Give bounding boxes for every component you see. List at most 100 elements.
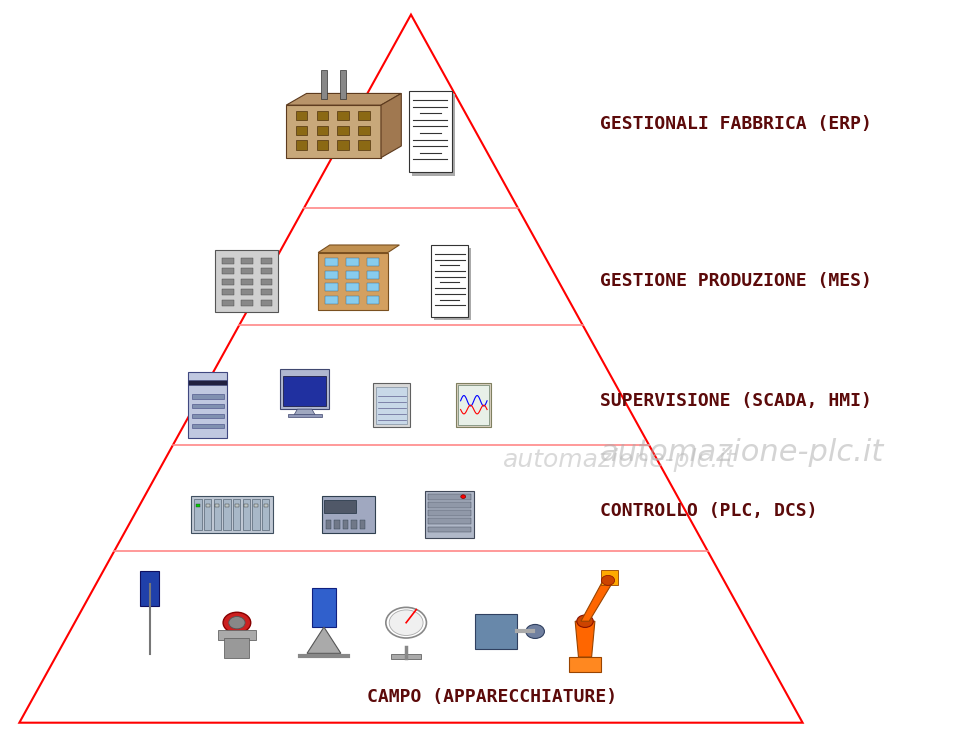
Bar bbox=[222, 289, 234, 295]
Bar bbox=[242, 258, 253, 264]
Bar bbox=[335, 520, 339, 529]
Bar bbox=[373, 383, 410, 427]
Bar bbox=[316, 111, 328, 120]
Bar bbox=[346, 283, 359, 291]
Bar bbox=[427, 518, 472, 524]
Bar bbox=[427, 510, 472, 516]
Text: automazione-plc.it: automazione-plc.it bbox=[600, 438, 884, 467]
Bar bbox=[261, 268, 272, 274]
Bar bbox=[204, 499, 212, 530]
Text: CAMPO (APPARECCHIATURE): CAMPO (APPARECCHIATURE) bbox=[367, 688, 618, 706]
Bar bbox=[222, 299, 234, 306]
Polygon shape bbox=[308, 627, 341, 653]
Bar bbox=[296, 126, 308, 135]
Bar bbox=[358, 126, 369, 135]
Bar bbox=[601, 570, 618, 585]
Bar bbox=[412, 94, 454, 176]
Bar bbox=[366, 283, 379, 291]
Bar bbox=[325, 271, 337, 279]
Bar bbox=[189, 380, 227, 385]
Bar bbox=[316, 140, 328, 150]
Bar bbox=[346, 296, 359, 304]
Bar bbox=[325, 258, 337, 266]
Bar bbox=[366, 271, 379, 279]
Bar bbox=[321, 496, 374, 533]
Bar bbox=[325, 283, 337, 291]
Bar bbox=[192, 423, 223, 429]
Bar bbox=[425, 491, 474, 539]
Bar bbox=[324, 500, 356, 512]
Bar bbox=[261, 289, 272, 295]
Bar bbox=[192, 394, 223, 399]
Bar bbox=[358, 140, 369, 150]
Polygon shape bbox=[381, 93, 401, 158]
Bar bbox=[261, 299, 272, 306]
Bar bbox=[282, 376, 326, 406]
Circle shape bbox=[460, 495, 466, 499]
Bar bbox=[243, 499, 250, 530]
Bar bbox=[189, 372, 227, 438]
Polygon shape bbox=[575, 621, 595, 657]
Bar bbox=[569, 657, 601, 672]
Bar bbox=[280, 369, 329, 409]
Bar bbox=[427, 526, 472, 532]
Bar bbox=[222, 268, 234, 274]
Text: CONTROLLO (PLC, DCS): CONTROLLO (PLC, DCS) bbox=[600, 502, 817, 520]
Polygon shape bbox=[581, 580, 614, 621]
Polygon shape bbox=[318, 245, 399, 253]
Bar bbox=[427, 494, 472, 500]
Bar bbox=[242, 289, 253, 295]
Bar bbox=[261, 279, 272, 285]
Bar bbox=[261, 258, 272, 264]
Bar bbox=[192, 414, 223, 418]
Bar bbox=[316, 126, 328, 135]
Bar bbox=[296, 111, 308, 120]
Circle shape bbox=[389, 610, 424, 635]
Bar bbox=[296, 140, 308, 150]
Bar bbox=[434, 248, 471, 320]
Bar bbox=[233, 499, 241, 530]
Bar bbox=[254, 504, 258, 507]
Bar bbox=[215, 250, 278, 312]
Bar bbox=[456, 383, 491, 427]
Bar bbox=[262, 499, 270, 530]
Bar bbox=[431, 245, 468, 317]
Bar bbox=[216, 504, 220, 507]
Circle shape bbox=[526, 624, 544, 639]
Text: automazione-plc.it: automazione-plc.it bbox=[503, 448, 736, 472]
Bar bbox=[346, 271, 359, 279]
Bar bbox=[351, 520, 357, 529]
Bar bbox=[224, 639, 249, 658]
Bar bbox=[214, 499, 221, 530]
Bar bbox=[140, 571, 160, 606]
Bar bbox=[222, 258, 234, 264]
Bar bbox=[358, 111, 369, 120]
Circle shape bbox=[223, 612, 250, 633]
Bar bbox=[288, 414, 321, 417]
Text: GESTIONE PRODUZIONE (MES): GESTIONE PRODUZIONE (MES) bbox=[600, 272, 871, 290]
Bar bbox=[458, 385, 489, 425]
Bar bbox=[192, 404, 223, 409]
Bar bbox=[321, 70, 327, 99]
Bar bbox=[242, 279, 253, 285]
Bar bbox=[337, 140, 349, 150]
Text: SUPERVISIONE (SCADA, HMI): SUPERVISIONE (SCADA, HMI) bbox=[600, 393, 871, 410]
Bar bbox=[337, 126, 349, 135]
Bar bbox=[311, 588, 337, 627]
Bar bbox=[245, 504, 249, 507]
Bar bbox=[191, 496, 273, 533]
Bar bbox=[325, 296, 337, 304]
Bar bbox=[222, 279, 234, 285]
Bar bbox=[346, 258, 359, 266]
Bar bbox=[219, 630, 255, 640]
Bar bbox=[242, 268, 253, 274]
Bar bbox=[326, 520, 331, 529]
Bar bbox=[318, 253, 388, 310]
Bar bbox=[409, 91, 452, 172]
Text: GESTIONALI FABBRICA (ERP): GESTIONALI FABBRICA (ERP) bbox=[600, 115, 871, 133]
Bar bbox=[342, 520, 348, 529]
Polygon shape bbox=[294, 409, 315, 415]
Circle shape bbox=[229, 617, 245, 629]
Bar bbox=[337, 111, 349, 120]
Bar bbox=[286, 105, 381, 158]
